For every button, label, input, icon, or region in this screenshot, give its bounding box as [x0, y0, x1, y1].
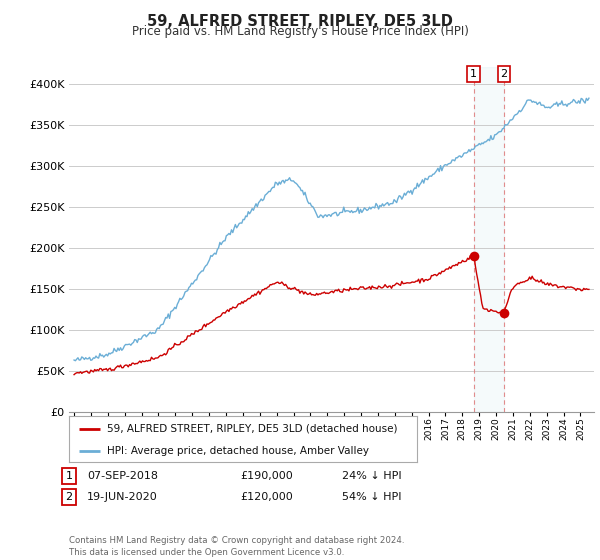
Bar [473, 67, 504, 412]
Text: HPI: Average price, detached house, Amber Valley: HPI: Average price, detached house, Ambe… [107, 446, 369, 455]
Text: 1: 1 [470, 69, 477, 79]
Text: 59, ALFRED STREET, RIPLEY, DE5 3LD: 59, ALFRED STREET, RIPLEY, DE5 3LD [147, 14, 453, 29]
Text: 2: 2 [500, 69, 508, 79]
Text: 24% ↓ HPI: 24% ↓ HPI [342, 471, 401, 481]
Text: 54% ↓ HPI: 54% ↓ HPI [342, 492, 401, 502]
Text: 19-JUN-2020: 19-JUN-2020 [87, 492, 158, 502]
Text: 1: 1 [65, 471, 73, 481]
Text: £190,000: £190,000 [240, 471, 293, 481]
Text: Contains HM Land Registry data © Crown copyright and database right 2024.
This d: Contains HM Land Registry data © Crown c… [69, 536, 404, 557]
Text: £120,000: £120,000 [240, 492, 293, 502]
Text: 07-SEP-2018: 07-SEP-2018 [87, 471, 158, 481]
Text: 2: 2 [65, 492, 73, 502]
Text: Price paid vs. HM Land Registry's House Price Index (HPI): Price paid vs. HM Land Registry's House … [131, 25, 469, 38]
Text: 59, ALFRED STREET, RIPLEY, DE5 3LD (detached house): 59, ALFRED STREET, RIPLEY, DE5 3LD (deta… [107, 424, 398, 434]
